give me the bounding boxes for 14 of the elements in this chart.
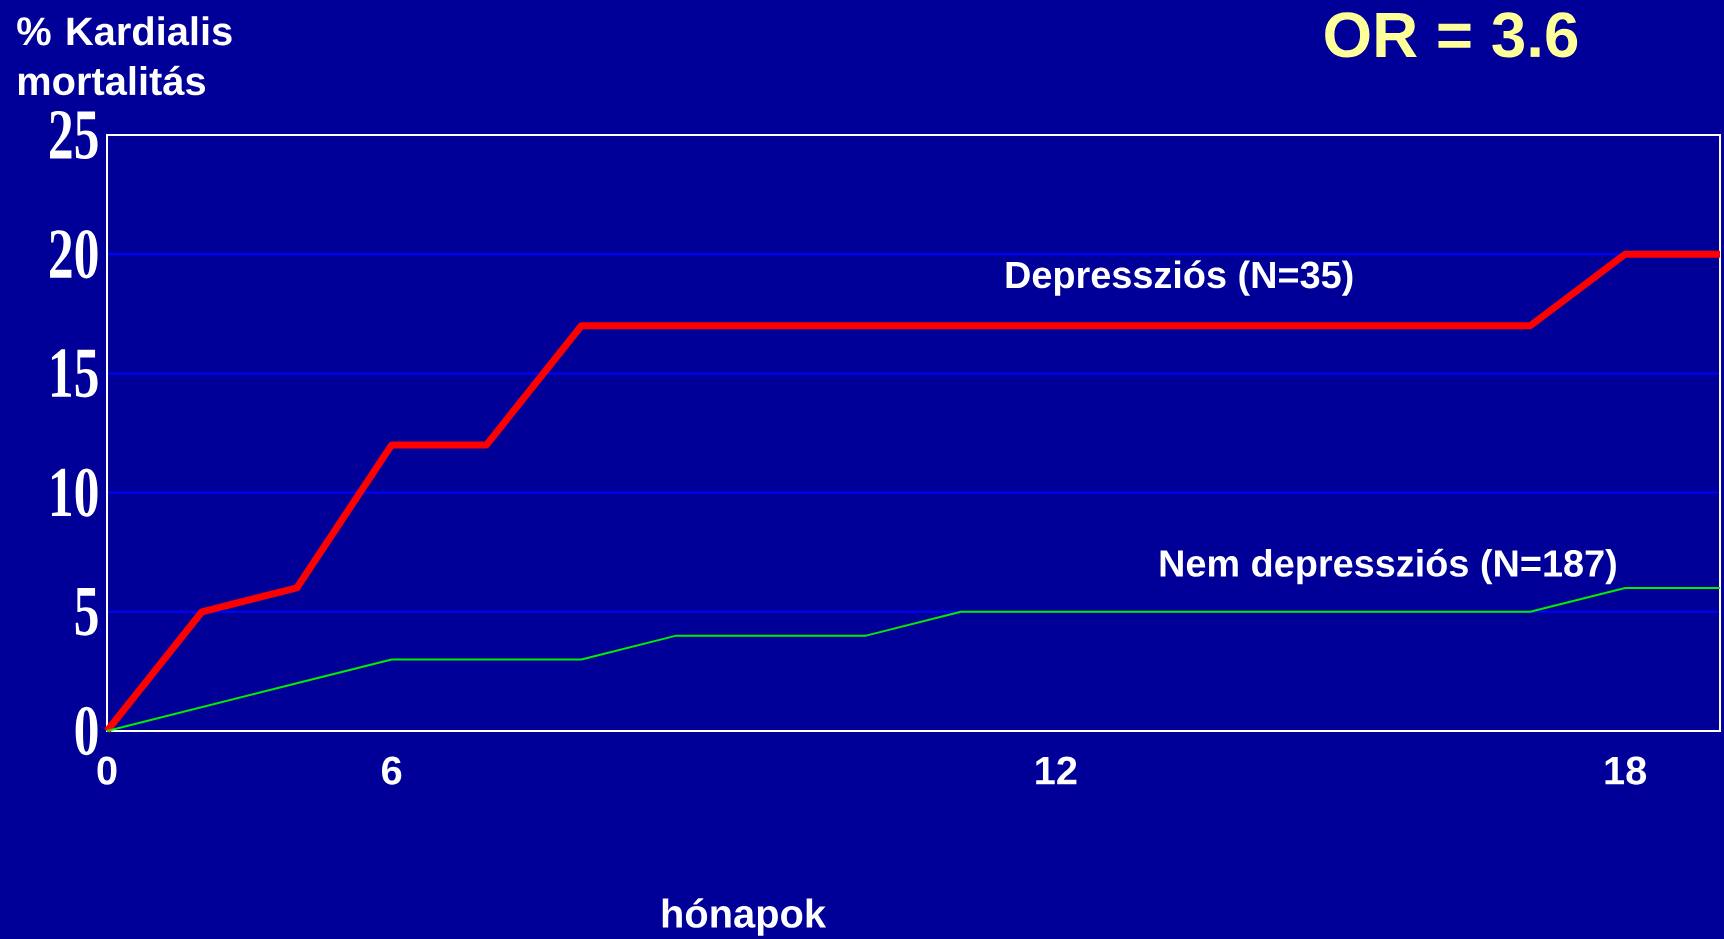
y-tick-label: 10 [51, 468, 98, 517]
x-tick-label: 12 [1036, 756, 1077, 785]
y-axis-title: % Kardialis mortalitás [17, 16, 232, 96]
series-label: Depressziós (N=35) [1006, 260, 1353, 296]
x-axis-title: hónapok [662, 898, 827, 936]
x-tick-label: 6 [382, 756, 402, 785]
y-tick-label: 20 [50, 229, 98, 279]
y-tick-label: 5 [75, 587, 98, 636]
y-tick-label: 15 [51, 349, 98, 398]
x-tick-label: 18 [1605, 756, 1647, 785]
series-label: Nem depressziós (N=187) [1160, 548, 1616, 585]
x-tick-label: 0 [97, 756, 117, 785]
chart-title: OR = 3.6 [1325, 12, 1578, 58]
y-tick-label: 25 [50, 110, 98, 160]
